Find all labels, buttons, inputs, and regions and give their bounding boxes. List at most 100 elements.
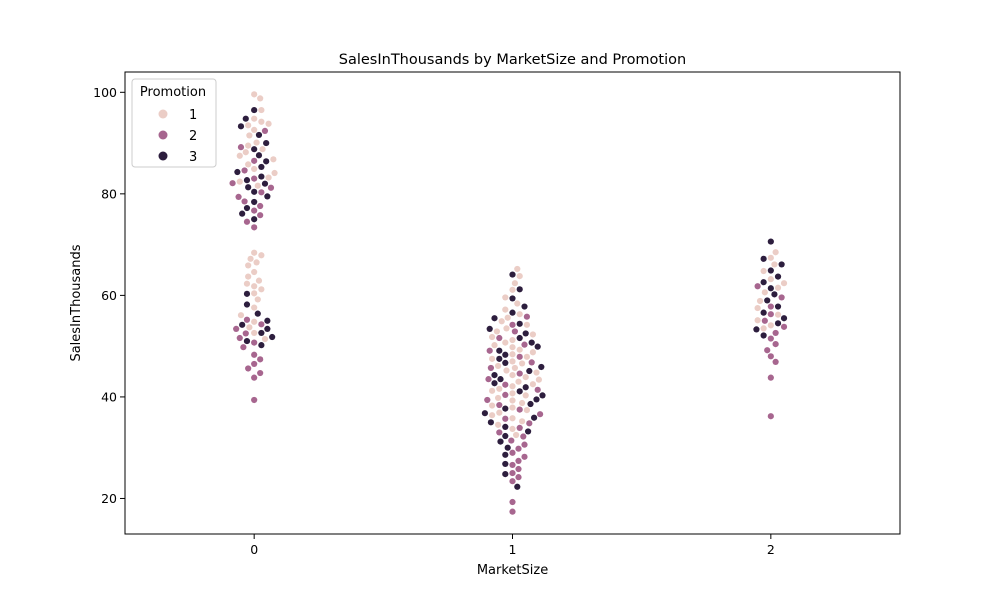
data-point-promotion-1 xyxy=(495,421,502,428)
data-point-promotion-3 xyxy=(767,238,774,245)
data-point-promotion-1 xyxy=(251,304,258,311)
data-point-promotion-1 xyxy=(251,165,258,173)
data-point-promotion-1 xyxy=(271,169,278,177)
data-point-promotion-2 xyxy=(251,396,258,404)
data-point-promotion-3 xyxy=(497,376,504,383)
legend: Promotion 1 2 3 xyxy=(131,78,217,168)
data-point-promotion-2 xyxy=(509,478,516,485)
data-point-promotion-1 xyxy=(514,265,521,273)
data-point-promotion-1 xyxy=(529,331,537,338)
data-point-promotion-2 xyxy=(767,413,774,420)
data-point-promotion-3 xyxy=(774,273,782,280)
data-point-promotion-3 xyxy=(502,405,509,412)
data-point-promotion-1 xyxy=(246,132,253,139)
data-point-promotion-1 xyxy=(259,146,266,153)
data-point-promotion-1 xyxy=(514,300,521,307)
data-point-promotion-3 xyxy=(263,139,270,147)
data-point-promotion-3 xyxy=(251,106,258,114)
data-point-promotion-3 xyxy=(269,333,276,341)
data-point-promotion-1 xyxy=(509,415,516,422)
data-point-promotion-2 xyxy=(521,341,528,348)
data-point-promotion-1 xyxy=(533,369,540,376)
data-point-promotion-1 xyxy=(509,286,516,293)
data-point-promotion-1 xyxy=(237,312,245,319)
y-axis-label: SalesInThousands xyxy=(69,244,84,361)
legend-title: Promotion xyxy=(140,85,206,100)
data-point-promotion-1 xyxy=(489,333,496,341)
data-point-promotion-3 xyxy=(522,330,529,337)
data-point-promotion-3 xyxy=(239,321,246,328)
data-point-promotion-3 xyxy=(497,438,504,445)
data-point-promotion-1 xyxy=(516,311,523,318)
data-point-promotion-2 xyxy=(537,411,544,418)
data-point-promotion-3 xyxy=(760,255,767,262)
data-point-promotion-3 xyxy=(243,290,251,297)
data-point-promotion-3 xyxy=(496,355,503,362)
data-point-promotion-3 xyxy=(780,315,788,322)
data-point-promotion-2 xyxy=(772,341,779,348)
data-point-promotion-1 xyxy=(523,321,531,328)
data-point-promotion-3 xyxy=(255,131,263,139)
data-point-promotion-3 xyxy=(767,285,774,292)
data-point-promotion-2 xyxy=(754,283,761,290)
data-point-promotion-1 xyxy=(511,280,518,287)
data-point-promotion-3 xyxy=(496,347,503,354)
data-point-promotion-2 xyxy=(496,401,503,409)
data-point-promotion-2 xyxy=(523,313,531,320)
x-tick-label: 1 xyxy=(509,542,517,557)
data-point-promotion-2 xyxy=(516,406,523,413)
data-point-promotion-1 xyxy=(251,249,258,256)
data-point-promotion-3 xyxy=(526,367,533,375)
data-point-promotion-3 xyxy=(258,163,265,171)
data-point-promotion-2 xyxy=(267,184,275,191)
data-point-promotion-2 xyxy=(767,311,774,318)
data-point-promotion-1 xyxy=(251,268,258,276)
data-point-promotion-3 xyxy=(251,198,258,206)
data-point-promotion-2 xyxy=(484,396,491,404)
x-tick-label: 0 xyxy=(250,542,258,557)
data-point-promotion-3 xyxy=(538,363,545,371)
data-point-promotion-1 xyxy=(489,387,496,394)
data-point-promotion-1 xyxy=(258,106,265,114)
data-point-promotion-3 xyxy=(243,337,251,345)
data-point-promotion-3 xyxy=(255,152,263,159)
data-point-promotion-3 xyxy=(502,423,509,430)
data-point-promotion-1 xyxy=(511,364,518,372)
data-point-promotion-2 xyxy=(528,359,535,366)
data-point-promotion-3 xyxy=(502,470,509,478)
legend-label: 1 xyxy=(189,108,197,123)
data-point-promotion-1 xyxy=(258,286,265,293)
data-point-promotion-1 xyxy=(245,161,252,168)
data-point-promotion-1 xyxy=(265,174,272,181)
data-point-promotion-2 xyxy=(245,365,252,372)
data-point-promotion-2 xyxy=(251,351,258,358)
data-point-promotion-2 xyxy=(241,198,248,205)
data-point-promotion-1 xyxy=(774,284,782,291)
data-point-promotion-1 xyxy=(504,314,511,321)
data-point-promotion-1 xyxy=(754,304,761,312)
data-point-promotion-1 xyxy=(496,385,503,392)
data-point-promotion-1 xyxy=(270,156,277,163)
data-point-promotion-3 xyxy=(245,184,252,191)
data-point-promotion-1 xyxy=(760,325,767,332)
y-tick-label: 100 xyxy=(93,85,117,100)
data-point-promotion-3 xyxy=(527,400,534,408)
data-point-promotion-3 xyxy=(258,329,265,337)
data-point-promotion-2 xyxy=(257,369,264,377)
data-point-promotion-1 xyxy=(519,360,526,367)
data-point-promotion-3 xyxy=(525,428,532,435)
data-point-promotion-1 xyxy=(251,126,258,133)
legend-marker xyxy=(158,109,168,119)
data-point-promotion-2 xyxy=(516,424,523,431)
data-point-promotion-3 xyxy=(491,371,498,379)
data-point-promotion-1 xyxy=(258,118,265,125)
data-point-promotion-1 xyxy=(509,390,516,397)
data-point-promotion-1 xyxy=(529,381,537,388)
data-point-promotion-2 xyxy=(511,328,518,335)
data-point-promotion-1 xyxy=(246,324,253,331)
data-point-promotion-3 xyxy=(760,309,767,316)
data-point-promotion-3 xyxy=(502,432,509,440)
data-point-promotion-2 xyxy=(534,386,541,393)
